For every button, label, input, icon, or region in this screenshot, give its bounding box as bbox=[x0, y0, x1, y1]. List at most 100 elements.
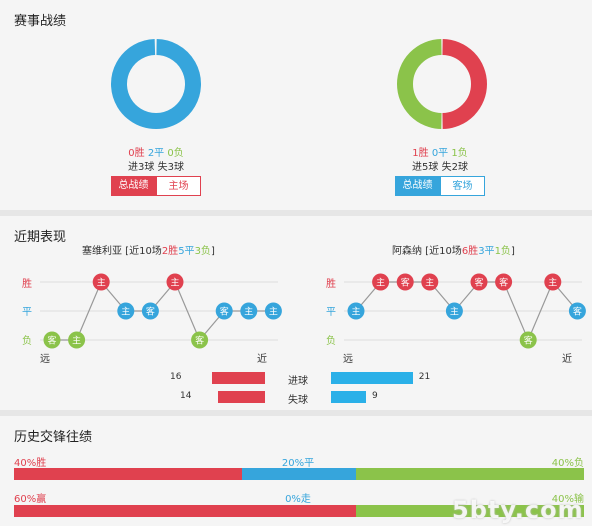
left-donut-segments bbox=[111, 39, 201, 129]
right-axis-loss: 负 bbox=[326, 336, 336, 347]
right-axis-draw: 平 bbox=[326, 307, 336, 318]
right-form-venue-label: 客 bbox=[524, 335, 533, 347]
right-form-venue-label: 主 bbox=[548, 277, 557, 289]
right-form-point bbox=[519, 331, 537, 349]
left-record-line: 0胜 2平 0负 bbox=[86, 144, 226, 159]
left-form-line bbox=[52, 280, 274, 342]
right-form-point bbox=[421, 273, 439, 291]
right-donut-win-slice bbox=[441, 39, 487, 129]
history-win-pct: 40%胜 bbox=[14, 458, 47, 469]
left-form-chart: 客主主主 客主客客主主 bbox=[40, 273, 282, 349]
right-form-point bbox=[445, 302, 463, 320]
left-form-point bbox=[68, 331, 86, 349]
right-loss-count: 1负 bbox=[451, 148, 468, 159]
history-handicap-win-pct: 60%赢 bbox=[14, 494, 47, 505]
right-form-line bbox=[355, 280, 578, 342]
left-form-point bbox=[264, 302, 282, 320]
left-form-venue-label: 主 bbox=[170, 277, 179, 289]
history-draw-pct: 20%平 bbox=[281, 458, 315, 469]
right-form-point bbox=[568, 302, 586, 320]
goals-for-label: 进球 bbox=[288, 376, 308, 387]
left-team-name: 塞维利亚 [近10场 bbox=[82, 246, 162, 257]
history-draw-segment bbox=[242, 468, 356, 480]
right-axis-win: 胜 bbox=[326, 279, 336, 290]
left-draw-count: 2平 bbox=[147, 148, 165, 159]
left-form-venue-label: 客 bbox=[195, 335, 204, 347]
left-axis-win: 胜 bbox=[22, 279, 32, 290]
left-form-venue-label: 主 bbox=[269, 306, 278, 318]
left-team-summary: 塞维利亚 [近10场2胜5平3负] bbox=[82, 242, 215, 257]
history-title: 历史交锋往绩 bbox=[14, 430, 93, 445]
right-form-chart: 主主客主主客 客客主客 bbox=[344, 273, 586, 349]
goals-against-label: 失球 bbox=[288, 395, 308, 406]
right-form-marks: 主主客主主客 客客主客 bbox=[344, 273, 586, 349]
right-team-draws: 3平 bbox=[478, 246, 495, 257]
left-axis-draw: 平 bbox=[22, 307, 32, 318]
left-goals-for-value: 16 bbox=[170, 372, 182, 382]
right-form-venue-label: 客 bbox=[401, 277, 410, 289]
right-form-point bbox=[544, 273, 562, 291]
right-form-point bbox=[372, 273, 390, 291]
right-form-venue-label: 客 bbox=[474, 277, 483, 289]
right-win-count: 1胜 bbox=[412, 148, 429, 159]
left-goals-against-bar bbox=[218, 391, 265, 403]
left-form-venue-label: 主 bbox=[72, 335, 81, 347]
left-form-point bbox=[43, 331, 61, 349]
history-win-segment bbox=[14, 468, 242, 480]
right-draw-count: 0平 bbox=[431, 148, 449, 159]
left-form-point bbox=[141, 302, 159, 320]
left-home-button[interactable]: 主场 bbox=[156, 176, 201, 196]
left-form-point bbox=[240, 302, 258, 320]
history-loss-pct: 40%负 bbox=[551, 458, 584, 469]
right-total-record-button[interactable]: 总战绩 bbox=[395, 176, 440, 196]
recent-panel: 近期表现 塞维利亚 [近10场2胜5平3负] 阿森纳 [近10场6胜3平1负] … bbox=[0, 216, 592, 410]
left-donut-draw-slice bbox=[111, 39, 201, 129]
left-total-record-button[interactable]: 总战绩 bbox=[111, 176, 156, 196]
right-away-button[interactable]: 客场 bbox=[440, 176, 485, 196]
right-form-point bbox=[495, 273, 513, 291]
right-team-close: ] bbox=[510, 246, 515, 257]
left-form-point bbox=[215, 302, 233, 320]
left-team-wins: 2胜 bbox=[161, 246, 179, 257]
right-form-point bbox=[347, 302, 365, 320]
right-goals-for-value: 21 bbox=[418, 372, 431, 382]
right-goals-line: 进5球 失2球 bbox=[412, 162, 468, 173]
left-form-point bbox=[92, 273, 110, 291]
history-handicap-win-segment bbox=[14, 505, 356, 517]
left-form-point bbox=[191, 331, 209, 349]
right-team-wins: 6胜 bbox=[461, 246, 479, 257]
right-donut-chart bbox=[397, 39, 487, 129]
right-form-point bbox=[470, 273, 488, 291]
history-handicap-loss-pct: 40%输 bbox=[551, 494, 584, 505]
right-team-losses: 1负 bbox=[494, 246, 511, 257]
recent-title: 近期表现 bbox=[14, 230, 67, 245]
left-form-marks: 客主主主 客主客客主主 bbox=[40, 273, 282, 349]
right-axis-far: 远 bbox=[343, 354, 353, 365]
right-form-venue-label: 主 bbox=[425, 277, 434, 289]
right-form-venue-label: 客 bbox=[499, 277, 508, 289]
left-form-venue-label: 客 bbox=[47, 335, 56, 347]
right-team-name: 阿森纳 [近10场 bbox=[392, 246, 462, 257]
history-result-bar bbox=[14, 468, 584, 480]
left-form-point bbox=[117, 302, 135, 320]
left-axis-far: 远 bbox=[40, 354, 50, 365]
right-axis-near: 近 bbox=[562, 354, 572, 365]
left-team-draws: 5平 bbox=[178, 246, 195, 257]
history-handicap-loss-segment bbox=[356, 505, 584, 517]
right-donut-loss-slice bbox=[397, 39, 443, 129]
right-form-point bbox=[396, 273, 414, 291]
right-goals-against-bar bbox=[331, 391, 367, 403]
history-loss-segment bbox=[356, 468, 584, 480]
left-form-venue-label: 主 bbox=[244, 306, 253, 318]
left-goals-against-value: 14 bbox=[180, 391, 192, 401]
right-form-venue-label: 客 bbox=[573, 306, 582, 318]
left-form-venue-label: 客 bbox=[220, 306, 229, 318]
right-form-venue-label: 主 bbox=[376, 277, 385, 289]
right-form-venue-label: 主 bbox=[351, 306, 360, 318]
left-goals-line: 进3球 失3球 bbox=[128, 162, 184, 173]
right-goals-against-value: 9 bbox=[372, 391, 378, 401]
left-form-venue-label: 客 bbox=[146, 306, 155, 318]
left-axis-near: 近 bbox=[257, 354, 267, 365]
left-team-losses: 3负 bbox=[194, 246, 211, 257]
right-team-summary: 阿森纳 [近10场6胜3平1负] bbox=[392, 242, 515, 257]
